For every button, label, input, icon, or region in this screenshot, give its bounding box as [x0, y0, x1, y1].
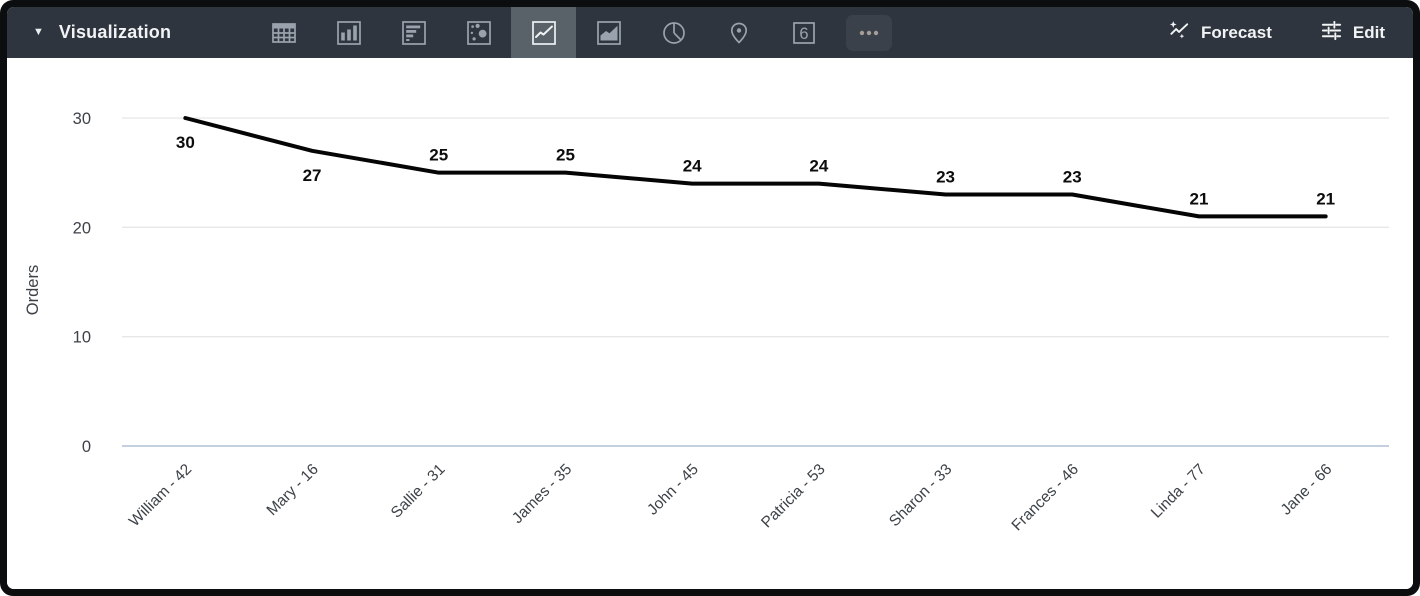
data-label: 23 [936, 168, 955, 187]
line-chart-icon [531, 20, 556, 45]
data-label: 21 [1316, 189, 1335, 208]
viz-type-single-value-button[interactable]: 6 [771, 7, 836, 58]
toolbar-actions: Forecast Edit [1168, 19, 1413, 47]
y-tick-label: 30 [73, 110, 91, 128]
y-tick-label: 10 [73, 329, 91, 347]
x-axis-label[interactable]: Sharon - 33 [886, 461, 955, 530]
map-pin-icon [730, 22, 747, 44]
data-label: 21 [1189, 189, 1208, 208]
forecast-button[interactable]: Forecast [1168, 19, 1272, 47]
x-axis-label[interactable]: Mary - 16 [264, 461, 322, 519]
pie-chart-icon [662, 21, 685, 44]
forecast-label: Forecast [1201, 22, 1272, 42]
single-value-icon: 6 [792, 21, 815, 44]
data-label: 30 [176, 133, 195, 152]
visualization-toolbar: ▼ Visualization 6 [7, 7, 1413, 58]
viz-type-table-button[interactable] [251, 7, 316, 58]
table-icon [271, 22, 296, 43]
tune-sliders-icon [1320, 19, 1343, 47]
viz-type-pie-button[interactable] [641, 7, 706, 58]
line-chart: 0 10 20 30 Orders 30 27 25 25 24 24 23 23 21 21 William… [24, 110, 1389, 535]
x-axis-label[interactable]: Jane - 66 [1278, 461, 1336, 519]
x-axis-label[interactable]: James - 35 [509, 461, 575, 527]
x-axis-label[interactable]: Sallie - 31 [388, 461, 449, 522]
data-label: 23 [1063, 168, 1082, 187]
forecast-sparkle-icon [1168, 19, 1191, 47]
x-axis-label[interactable]: William - 42 [126, 461, 195, 530]
data-label: 25 [556, 146, 575, 165]
orders-series-line[interactable] [183, 116, 1328, 219]
more-options-background [845, 14, 892, 51]
y-tick-label: 20 [73, 219, 91, 237]
bar-chart-icon [401, 20, 426, 45]
viz-type-scatter-button[interactable] [446, 7, 511, 58]
visualization-section-toggle[interactable]: ▼ Visualization [7, 22, 171, 43]
x-axis-label[interactable]: Frances - 46 [1009, 461, 1083, 535]
viz-type-line-button[interactable] [511, 7, 576, 58]
scatter-chart-icon [466, 20, 491, 45]
data-label: 24 [809, 157, 828, 176]
svg-text:6: 6 [799, 25, 808, 43]
chart-area: 0 10 20 30 Orders 30 27 25 25 24 24 23 23 21 21 William… [7, 58, 1413, 589]
x-axis-label[interactable]: Patricia - 53 [758, 461, 829, 532]
area-chart-icon [596, 20, 621, 45]
viz-type-bar-button[interactable] [381, 7, 446, 58]
data-label: 24 [683, 157, 702, 176]
edit-button[interactable]: Edit [1320, 19, 1385, 47]
chevron-down-icon: ▼ [33, 26, 44, 38]
viz-type-more-button[interactable] [836, 7, 901, 58]
viz-type-map-button[interactable] [706, 7, 771, 58]
more-options-icon [859, 30, 878, 35]
data-label: 25 [429, 146, 448, 165]
edit-label: Edit [1352, 22, 1385, 42]
viz-type-area-button[interactable] [576, 7, 641, 58]
y-axis-title: Orders [24, 265, 42, 315]
visualization-title: Visualization [58, 22, 172, 42]
visualization-panel: ▼ Visualization 6 [7, 7, 1413, 589]
column-chart-icon [336, 20, 361, 45]
y-tick-label: 0 [82, 438, 91, 456]
x-axis-label[interactable]: John - 45 [644, 461, 702, 519]
viz-type-switcher: 6 [251, 7, 901, 58]
x-axis-label[interactable]: Linda - 77 [1148, 461, 1209, 522]
data-label: 27 [303, 166, 322, 185]
viz-type-column-button[interactable] [316, 7, 381, 58]
